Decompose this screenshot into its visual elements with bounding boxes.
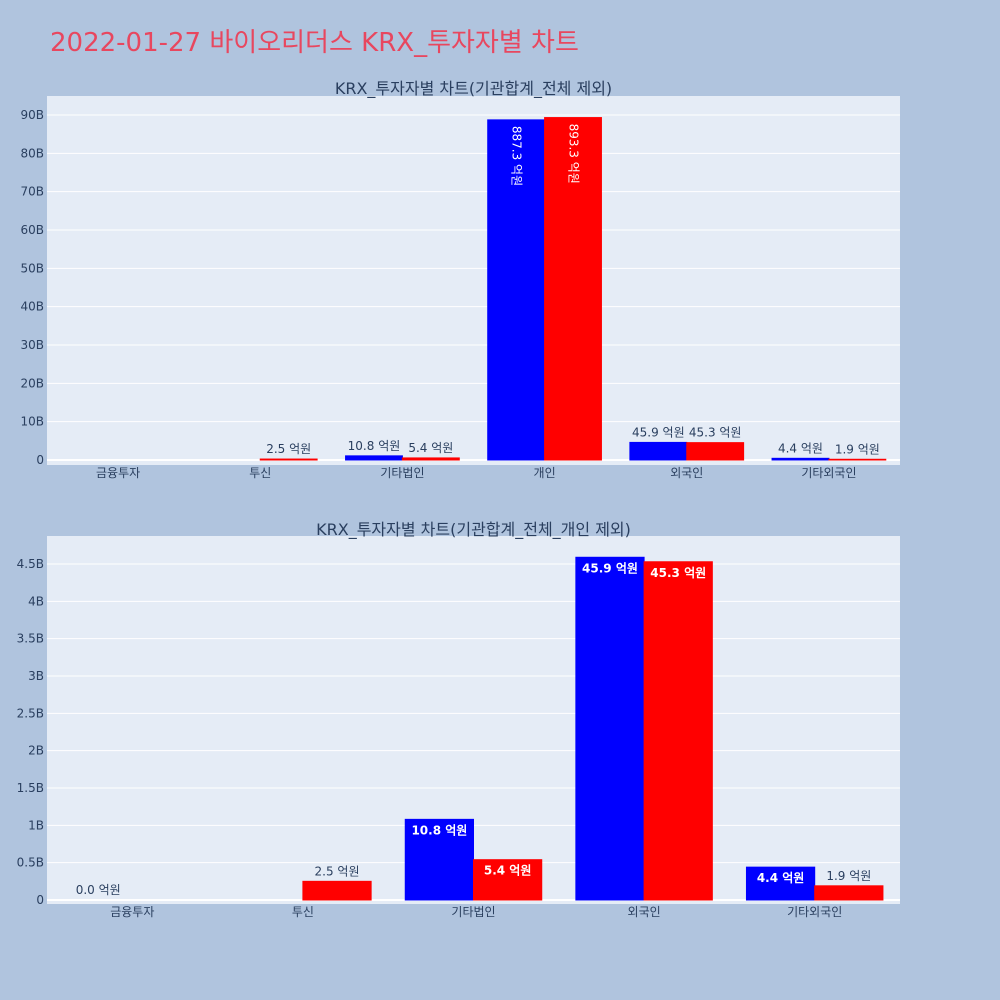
- page-title: 2022-01-27 바이오리더스 KRX_투자자별 차트: [50, 28, 579, 58]
- y-tick-label: 1.5B: [17, 781, 44, 795]
- data-label: 10.8 억원: [348, 439, 401, 453]
- y-tick-label: 50B: [20, 261, 44, 275]
- x-tick-label: 투신: [249, 466, 271, 480]
- x-tick-label: 개인: [534, 466, 556, 480]
- bar: [302, 880, 372, 901]
- data-label: 45.9 억원: [632, 425, 685, 439]
- chart-title: KRX_투자자별 차트(기관합계_전체_개인 제외): [316, 520, 631, 540]
- y-tick-label: 30B: [20, 338, 44, 352]
- data-label: 45.3 억원: [689, 426, 742, 440]
- data-label: 893.3 억원: [567, 124, 581, 184]
- y-tick-label: 0.5B: [17, 856, 44, 870]
- y-tick-label: 60B: [20, 223, 44, 237]
- bar: [345, 455, 403, 461]
- bar: [401, 457, 460, 461]
- y-tick-label: 0: [36, 453, 44, 467]
- x-tick-label: 기타외국인: [801, 466, 856, 480]
- y-tick-label: 40B: [20, 300, 44, 314]
- data-label: 5.4 억원: [484, 864, 532, 878]
- x-tick-label: 기타외국인: [787, 905, 842, 919]
- y-tick-label: 4.5B: [17, 557, 44, 571]
- data-label: 4.4 억원: [757, 871, 805, 885]
- y-tick-label: 3.5B: [17, 632, 44, 646]
- plot-area: [47, 96, 900, 465]
- y-tick-label: 2.5B: [17, 706, 44, 720]
- x-tick-label: 금융투자: [96, 466, 140, 480]
- data-label: 887.3 억원: [510, 126, 524, 186]
- bar: [575, 556, 645, 901]
- x-tick-label: 금융투자: [110, 905, 154, 919]
- y-tick-label: 10B: [20, 415, 44, 429]
- bar: [771, 457, 830, 461]
- y-tick-label: 2B: [28, 744, 44, 758]
- chart-1: 0 10B 20B 30B 40B 50B 60B 70B 80B 90B KRX_투자자별 차트(…: [20, 79, 900, 480]
- x-tick-label: 외국인: [670, 466, 703, 480]
- bar: [828, 458, 887, 461]
- bar: [686, 442, 745, 461]
- data-label: 2.5 억원: [266, 442, 311, 456]
- y-tick-label: 20B: [20, 376, 44, 390]
- bar: [629, 441, 688, 461]
- bar: [404, 818, 475, 901]
- x-tick-label: 투신: [292, 905, 314, 919]
- bar: [544, 117, 602, 461]
- bar: [745, 866, 816, 901]
- x-tick-label: 기타법인: [380, 466, 424, 480]
- bar: [259, 458, 318, 461]
- data-label: 10.8 억원: [411, 823, 467, 837]
- data-label: 1.9 억원: [835, 442, 880, 456]
- x-tick-label: 기타법인: [451, 905, 495, 919]
- data-label: 0.0 억원: [76, 883, 121, 897]
- y-tick-label: 1B: [28, 818, 44, 832]
- y-tick-label: 70B: [20, 185, 44, 199]
- y-tick-label: 80B: [20, 146, 44, 160]
- x-tick-label: 외국인: [628, 905, 661, 919]
- bar: [487, 119, 546, 461]
- data-label: 2.5 억원: [315, 864, 360, 878]
- y-tick-label: 0: [36, 893, 44, 907]
- bar: [814, 885, 884, 901]
- data-label: 4.4 억원: [778, 441, 823, 455]
- chart-title: KRX_투자자별 차트(기관합계_전체 제외): [335, 79, 612, 99]
- data-label: 45.9 억원: [582, 561, 638, 575]
- y-tick-label: 4B: [28, 594, 44, 608]
- y-tick-label: 3B: [28, 669, 44, 683]
- bar: [473, 859, 543, 901]
- data-label: 45.3 억원: [650, 566, 706, 580]
- data-label: 1.9 억원: [826, 869, 871, 883]
- data-label: 5.4 억원: [408, 441, 453, 455]
- y-tick-label: 90B: [20, 108, 44, 122]
- bar: [643, 561, 713, 901]
- chart-2: 0 0.5B 1B 1.5B 2B 2.5B 3B 3.5B 4B 4.5B KRX_투자자별 차트…: [17, 520, 900, 919]
